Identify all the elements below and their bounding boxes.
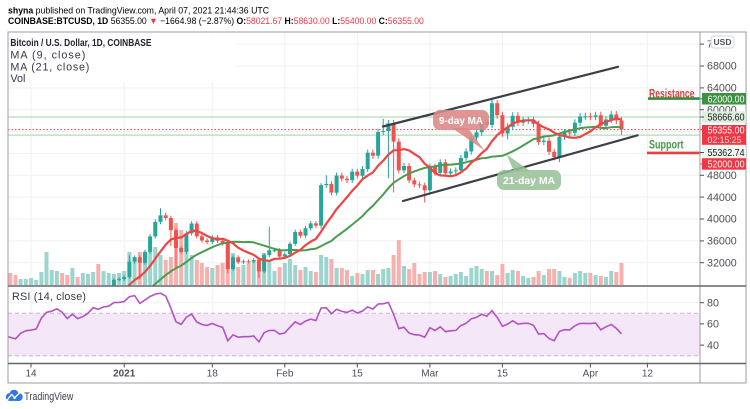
svg-text:shyna published on TradingView: shyna published on TradingView.com, Apri… — [8, 5, 269, 15]
svg-text:12: 12 — [642, 368, 654, 379]
svg-text:56355.00: 56355.00 — [708, 125, 745, 137]
svg-text:9-day MA: 9-day MA — [439, 115, 483, 127]
svg-text:60: 60 — [707, 319, 719, 331]
svg-text:68000: 68000 — [707, 61, 737, 73]
svg-text:COINBASE:BTCUSD, 1D 56355.00 ▼: COINBASE:BTCUSD, 1D 56355.00 ▼ −1664.98 … — [8, 16, 424, 26]
svg-text:Feb: Feb — [276, 368, 294, 379]
svg-text:USD: USD — [714, 37, 732, 47]
svg-text:62000.00: 62000.00 — [708, 94, 745, 106]
svg-text:RSI (14, close): RSI (14, close) — [12, 291, 86, 303]
svg-text:55362.74: 55362.74 — [708, 147, 745, 159]
svg-text:Support: Support — [649, 138, 684, 152]
svg-text:Mar: Mar — [421, 368, 439, 379]
svg-text:21-day MA: 21-day MA — [503, 175, 555, 187]
svg-text:Resistance: Resistance — [649, 87, 695, 101]
svg-text:MA (21, close): MA (21, close) — [10, 62, 89, 74]
svg-text:Apr: Apr — [583, 368, 599, 379]
svg-text:40000: 40000 — [707, 214, 737, 226]
svg-text:2021: 2021 — [113, 368, 136, 379]
svg-text:58666.60: 58666.60 — [708, 112, 745, 124]
svg-text:36000: 36000 — [707, 236, 737, 248]
svg-text:18: 18 — [207, 368, 219, 379]
svg-text:Vol: Vol — [10, 73, 25, 85]
svg-text:02:15:25: 02:15:25 — [708, 135, 742, 146]
svg-text:14: 14 — [25, 368, 37, 379]
svg-text:48000: 48000 — [707, 170, 737, 182]
svg-text:15: 15 — [352, 368, 364, 379]
svg-text:40: 40 — [707, 340, 719, 352]
svg-text:80: 80 — [707, 297, 719, 309]
svg-text:52000.00: 52000.00 — [708, 159, 745, 171]
svg-text:Bitcoin / U.S. Dollar, 1D, COI: Bitcoin / U.S. Dollar, 1D, COINBASE — [10, 38, 151, 49]
svg-text:32000: 32000 — [707, 257, 737, 269]
svg-text:TradingView: TradingView — [24, 391, 73, 403]
svg-text:15: 15 — [497, 368, 509, 379]
svg-text:44000: 44000 — [707, 192, 737, 204]
svg-text:64000: 64000 — [707, 83, 737, 95]
svg-text:MA (9, close): MA (9, close) — [10, 50, 85, 62]
